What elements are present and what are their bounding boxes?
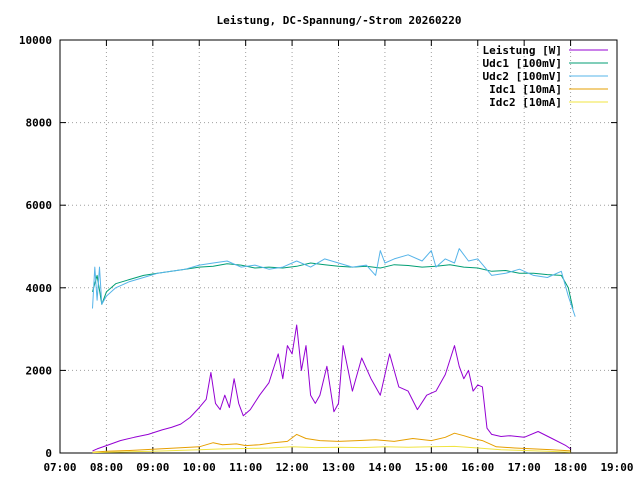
- x-tick-label: 07:00: [43, 461, 76, 474]
- y-tick-label: 0: [45, 447, 52, 460]
- series-line-idc2: [92, 445, 571, 454]
- grid: [60, 40, 617, 453]
- x-axis: 07:00 08:00 09:00 10:00 11:00 12:00 13:00 14:00…: [43, 40, 634, 474]
- x-tick-label: 12:00: [276, 461, 309, 474]
- series-line-udc1: [92, 262, 574, 309]
- y-tick-label: 4000: [26, 282, 53, 295]
- legend-label: Leistung [W]: [483, 44, 562, 57]
- series-line-idc1: [92, 432, 571, 453]
- x-tick-label: 13:00: [322, 461, 355, 474]
- legend-label: Udc2 [100mV]: [483, 70, 562, 83]
- y-tick-label: 10000: [19, 34, 52, 47]
- x-tick-label: 08:00: [90, 461, 123, 474]
- y-tick-label: 6000: [26, 199, 53, 212]
- x-tick-label: 18:00: [554, 461, 587, 474]
- y-tick-label: 8000: [26, 117, 53, 130]
- x-tick-label: 09:00: [136, 461, 169, 474]
- legend-label: Idc2 [10mA]: [489, 96, 562, 109]
- x-tick-label: 16:00: [461, 461, 494, 474]
- legend: Leistung [W]Udc1 [100mV]Udc2 [100mV]Idc1…: [483, 44, 608, 109]
- legend-label: Udc1 [100mV]: [483, 57, 562, 70]
- x-tick-label: 11:00: [229, 461, 262, 474]
- x-tick-label: 14:00: [368, 461, 401, 474]
- x-tick-label: 19:00: [600, 461, 633, 474]
- x-tick-label: 10:00: [183, 461, 216, 474]
- chart-title: Leistung, DC-Spannung/-Strom 20260220: [216, 14, 461, 27]
- legend-label: Idc1 [10mA]: [489, 83, 562, 96]
- y-tick-label: 2000: [26, 364, 53, 377]
- x-tick-label: 17:00: [508, 461, 541, 474]
- x-tick-label: 15:00: [415, 461, 448, 474]
- series-group: [92, 248, 576, 454]
- y-axis: 0 2000 4000 6000 8000 10000: [19, 34, 617, 460]
- series-line-udc2: [92, 248, 576, 317]
- series-line-leistung: [92, 324, 571, 452]
